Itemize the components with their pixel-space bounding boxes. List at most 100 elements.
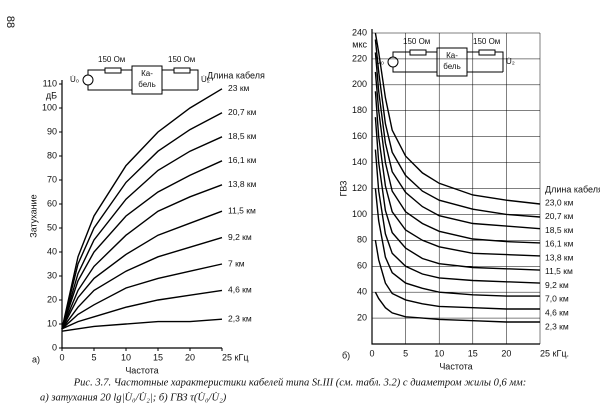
cable-box: [131, 65, 163, 95]
cable-box: [436, 47, 468, 77]
x-tick-label: 25 кГц.: [540, 348, 569, 358]
legend-entry: 9,2 км: [228, 232, 252, 242]
x-axis-label: Частота: [439, 361, 472, 371]
legend-entry: 11,5 км: [545, 266, 573, 276]
data-line: [374, 91, 541, 257]
y-tick-label: 110: [43, 78, 57, 88]
data-line: [61, 263, 223, 330]
y-tick-label: 20: [47, 294, 57, 304]
legend-entry: 4,6 км: [545, 307, 569, 317]
y-tick-label: 0: [52, 342, 57, 352]
caption: а) затухания 20 lg|U̇₀/U̇₂|; б) ГВЗ τ(U̇…: [40, 392, 227, 404]
y-tick-label: 100: [42, 102, 57, 112]
data-line: [61, 289, 223, 330]
legend-entry: 2,3 км: [545, 321, 569, 331]
data-line: [61, 318, 223, 332]
x-tick-label: 10: [121, 352, 131, 362]
x-tick-label: 20: [185, 352, 195, 362]
page-number: 88: [4, 16, 16, 28]
caption: Рис. 3.7. Частотные характеристики кабел…: [73, 377, 526, 388]
data-line: [374, 32, 541, 205]
resistor: [173, 67, 191, 74]
source: [387, 56, 399, 68]
data-line: [61, 160, 223, 330]
resistor: [478, 49, 496, 56]
legend-entry: 4,6 км: [228, 285, 252, 295]
data-line: [61, 112, 223, 329]
inset-label: U̇₂: [201, 75, 210, 84]
legend-entry: 16,1 км: [545, 239, 574, 249]
y-tick-label: 30: [47, 270, 57, 280]
legend-entry: 23,0 км: [545, 197, 574, 207]
x-tick-label: 0: [369, 348, 374, 358]
data-line: [61, 236, 223, 330]
y-tick-label: 180: [352, 105, 367, 115]
y-tick-label: 70: [47, 174, 57, 184]
x-tick-label: 15: [153, 352, 163, 362]
axes: [371, 29, 540, 345]
y-tick-label: 120: [352, 183, 367, 193]
inset-label: 150 Ом: [473, 37, 500, 46]
data-line: [374, 188, 540, 297]
source: [82, 74, 94, 86]
y-tick-label: 160: [352, 131, 367, 141]
legend-entry: 9,2 км: [545, 280, 569, 290]
x-tick-label: 10: [434, 348, 444, 358]
y-tick-label: 80: [47, 150, 57, 160]
y-unit: мкс: [352, 39, 367, 49]
legend-entry: 11,5 км: [228, 205, 256, 215]
y-tick-label: 60: [47, 198, 57, 208]
inset-label: 150 Ом: [168, 55, 195, 64]
x-tick-label: 0: [59, 352, 64, 362]
y-tick-label: 90: [47, 126, 57, 136]
legend-title: Длина кабеля: [207, 70, 265, 80]
axes: [61, 80, 222, 349]
y-tick-label: 20: [357, 312, 367, 322]
resistor: [409, 49, 427, 56]
data-line: [374, 149, 541, 284]
legend-entry: 7,0 км: [545, 294, 569, 304]
legend-entry: 13,8 км: [545, 252, 574, 262]
legend-entry: 2,3 км: [228, 313, 252, 323]
y-axis-label: ГВЗ: [338, 180, 348, 196]
legend-title: Длина кабеля: [545, 184, 600, 194]
legend-entry: 23 км: [228, 83, 250, 93]
inset-label: 150 Ом: [403, 37, 430, 46]
data-line: [61, 136, 223, 329]
legend-entry: 20,7 км: [545, 211, 574, 221]
x-axis-label: Частота: [125, 365, 158, 375]
legend-entry: 20,7 км: [228, 107, 257, 117]
panel-label: б): [342, 350, 350, 360]
legend-entry: 13,8 км: [228, 179, 257, 189]
inset-label: Ка-: [446, 51, 458, 60]
legend-entry: 7 км: [228, 258, 245, 268]
data-line: [61, 88, 223, 329]
data-line: [374, 291, 540, 323]
inset-label: U̇₂: [506, 57, 515, 66]
data-line: [374, 71, 541, 244]
legend-entry: 18,5 км: [545, 225, 574, 235]
y-tick-label: 80: [357, 235, 367, 245]
inset-label: 150 Ом: [98, 55, 125, 64]
legend-entry: 18,5 км: [228, 131, 257, 141]
inset-label: бель: [138, 80, 156, 89]
data-line: [61, 184, 223, 330]
y-tick-label: 10: [47, 318, 57, 328]
inset-label: Ка-: [141, 69, 153, 78]
data-line: [61, 210, 223, 330]
y-tick-label: 50: [47, 222, 57, 232]
data-line: [374, 240, 540, 310]
y-tick-label: 40: [47, 246, 57, 256]
legend-entry: 16,1 км: [228, 155, 257, 165]
x-tick-label: 25 кГц: [222, 352, 248, 362]
data-line: [374, 39, 541, 218]
panel-label: а): [32, 354, 40, 364]
wires: [87, 69, 199, 91]
wires: [392, 51, 504, 73]
y-tick-label: 200: [352, 79, 367, 89]
data-line: [374, 52, 541, 230]
y-unit: дБ: [46, 90, 57, 100]
y-tick-label: 240: [352, 27, 367, 37]
resistor: [104, 67, 122, 74]
